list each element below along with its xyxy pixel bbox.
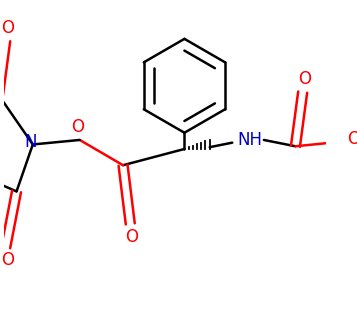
Text: O: O bbox=[1, 251, 14, 269]
Text: O: O bbox=[298, 70, 311, 88]
Text: N: N bbox=[25, 133, 37, 151]
Text: O: O bbox=[348, 130, 357, 148]
Text: NH: NH bbox=[237, 131, 262, 149]
Text: O: O bbox=[126, 228, 139, 246]
Text: O: O bbox=[1, 19, 14, 37]
Text: O: O bbox=[71, 118, 84, 136]
